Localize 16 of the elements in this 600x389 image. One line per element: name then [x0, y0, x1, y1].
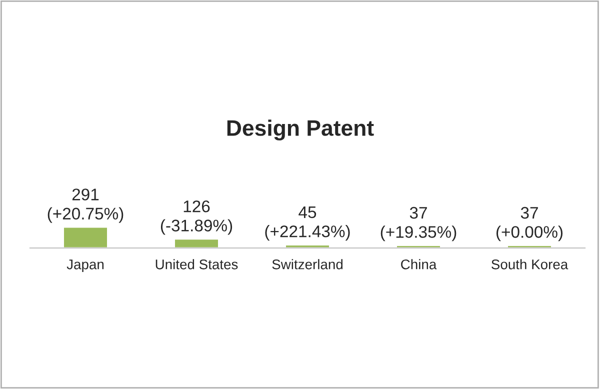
bar	[396, 244, 442, 248]
data-label: 37 (+0.00%)	[496, 206, 563, 242]
data-label: 126 (-31.89%)	[160, 200, 232, 235]
x-tick-label: United States	[156, 259, 238, 270]
bar	[284, 244, 330, 248]
data-label: 45 (+221.43%)	[265, 206, 350, 241]
data-label: 291 (+20.75%)	[48, 188, 124, 223]
chart-title: Design Patent	[227, 120, 374, 140]
bar	[62, 226, 108, 248]
data-label: 37 (+19.35%)	[380, 206, 456, 242]
x-tick-label: Japan	[66, 260, 104, 272]
x-tick-label: Switzerland	[272, 259, 342, 270]
x-tick-label: South Korea	[492, 259, 568, 270]
bar	[174, 238, 220, 248]
bar	[506, 244, 552, 248]
x-tick-label: China	[401, 259, 437, 270]
